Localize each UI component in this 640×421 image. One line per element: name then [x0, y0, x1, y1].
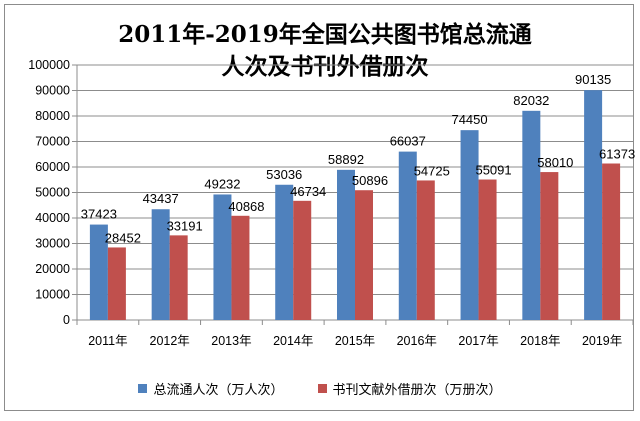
data-label-circulation: 53036: [266, 167, 302, 182]
data-label-circulation: 82032: [513, 93, 549, 108]
data-label-circulation: 90135: [575, 72, 611, 87]
x-tick-label: 2015年: [335, 334, 375, 348]
data-label-loans: 46734: [290, 184, 326, 199]
bar-circulation: [151, 209, 170, 320]
bar-chart-plot: 0 10000 20000 30000 40000 50000 60000 70000 8000…: [28, 58, 635, 348]
data-label-loans: 28452: [105, 230, 141, 245]
bar-circulation: [275, 184, 294, 320]
legend-label-circulation: 总流通人次（万人次）: [153, 383, 284, 398]
bar-loans: [293, 200, 312, 320]
legend-label-loans: 书刊文献外借册次（万册次）: [332, 383, 502, 398]
data-label-circulation: 37423: [81, 207, 117, 222]
chart-title-line-2: 人次及书刊外借册次: [221, 53, 429, 80]
legend: 总流通人次（万人次） 书刊文献外借册次（万册次）: [5, 379, 635, 398]
data-label-circulation: 49232: [204, 176, 240, 191]
x-tick-label: 2012年: [150, 334, 190, 348]
x-tick-label: 2014年: [273, 334, 313, 348]
y-tick-label: 100000: [28, 58, 70, 72]
y-tick-label: 50000: [35, 186, 70, 200]
data-label-loans: 61373: [599, 146, 635, 161]
bar-circulation: [584, 90, 603, 320]
y-tick-label: 70000: [35, 135, 70, 149]
bar-loans: [355, 190, 373, 320]
bar-loans: [107, 247, 126, 320]
y-tick-label: 80000: [35, 109, 70, 123]
data-label-loans: 55091: [475, 163, 511, 178]
data-label-circulation: 66037: [390, 134, 426, 149]
data-label-circulation: 58892: [328, 152, 364, 167]
y-tick-label: 40000: [35, 211, 70, 225]
x-tick-label: 2011年: [88, 334, 127, 348]
legend-swatch-circulation: [138, 384, 148, 393]
y-tick-label: 60000: [35, 160, 70, 174]
chart-frame: 2011年-2019年全国公共图书馆总流通 人次及书刊外借册次 0 10000 20…: [4, 4, 635, 411]
bar-loans: [416, 180, 435, 320]
y-tick-label: 90000: [35, 84, 70, 98]
data-label-loans: 58010: [537, 155, 573, 170]
bar-circulation: [213, 194, 232, 320]
y-tick-label: 10000: [35, 288, 70, 302]
data-label-loans: 54725: [414, 163, 450, 178]
bar-circulation: [460, 130, 479, 320]
bar-circulation: [522, 110, 541, 321]
bar-circulation: [337, 169, 355, 320]
y-tick-label: 20000: [35, 262, 70, 276]
bar-loans: [169, 235, 188, 320]
x-tick-label: 2013年: [211, 334, 251, 348]
legend-item-loans: 书刊文献外借册次（万册次）: [317, 379, 502, 398]
legend-swatch-loans: [317, 384, 327, 393]
x-tick-label: 2017年: [458, 334, 498, 348]
bar-loans: [231, 215, 250, 320]
bar-loans: [602, 163, 621, 320]
chart-title-line-1: 2011年-2019年全国公共图书馆总流通: [118, 21, 532, 48]
x-tick-label: 2016年: [397, 334, 437, 348]
bar-circulation: [398, 151, 417, 320]
data-label-circulation: 74450: [451, 112, 487, 127]
bar-circulation: [89, 224, 108, 320]
data-label-loans: 40868: [228, 199, 264, 214]
bar-loans: [478, 179, 497, 320]
chart-title: 2011年-2019年全国公共图书馆总流通 人次及书刊外借册次: [5, 19, 640, 83]
data-label-loans: 50896: [352, 173, 388, 188]
data-label-loans: 33191: [167, 218, 203, 233]
y-tick-label: 0: [63, 313, 70, 327]
y-tick-label: 30000: [35, 237, 70, 251]
bar-loans: [540, 172, 559, 320]
legend-item-circulation: 总流通人次（万人次）: [138, 379, 284, 398]
x-tick-label: 2018年: [520, 334, 560, 348]
data-label-circulation: 43437: [143, 191, 179, 206]
x-tick-label: 2019年: [582, 334, 622, 348]
